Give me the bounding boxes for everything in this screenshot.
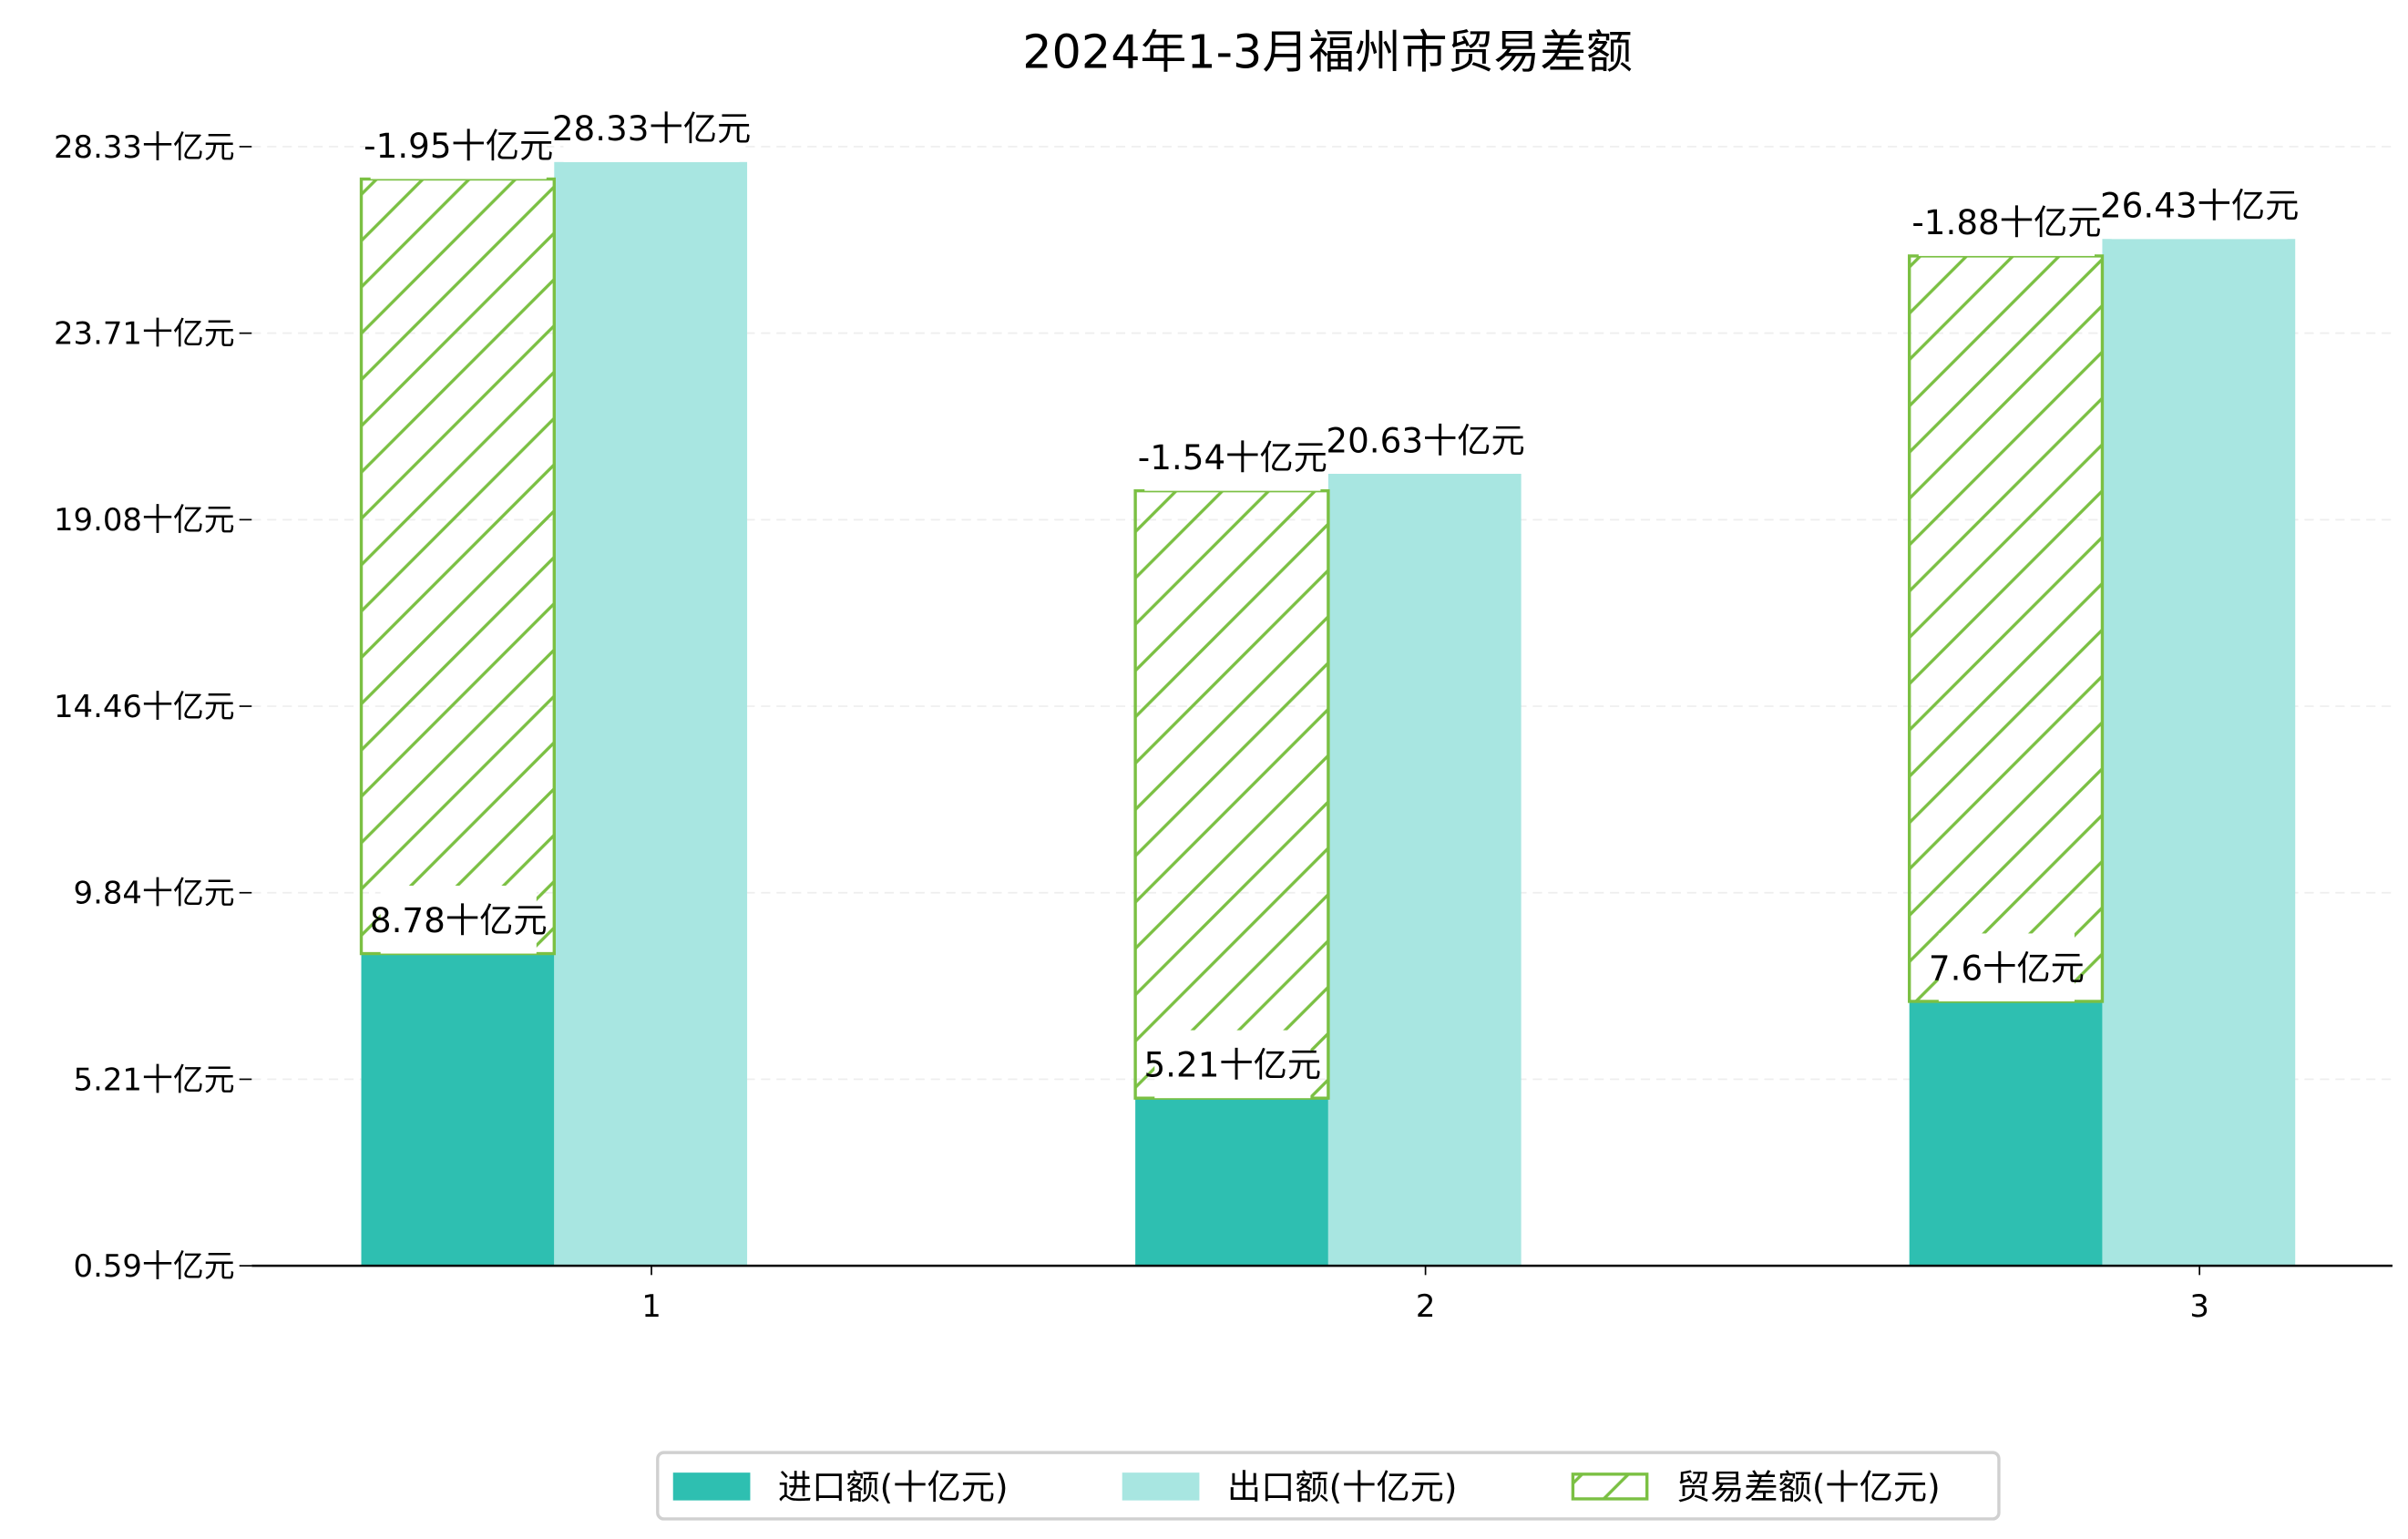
balance-data-label: -1.54十亿元 — [1138, 423, 1327, 491]
export-data-label: 28.33十亿元 — [552, 94, 751, 162]
legend-item: 贸易差额(十亿元) — [1571, 1467, 1941, 1507]
trade-balance-bar — [1908, 254, 2105, 1003]
legend-label: 进口额(十亿元) — [778, 1467, 1009, 1507]
trade-balance-bar — [359, 177, 556, 956]
svg-text:7.6十亿元: 7.6十亿元 — [1929, 948, 2085, 988]
legend-swatch — [1571, 1472, 1649, 1501]
import-data-label: 7.6十亿元 — [1929, 933, 2085, 1001]
import-data-label: 8.78十亿元 — [370, 886, 548, 954]
legend-label: 贸易差额(十亿元) — [1676, 1467, 1941, 1507]
legend: 进口额(十亿元) 出口额(十亿元) 贸易差额(十亿元) — [656, 1451, 2001, 1521]
import-data-label: 5.21十亿元 — [1143, 1030, 1321, 1099]
legend-item: 出口额(十亿元) — [1122, 1467, 1458, 1507]
legend-item: 进口额(十亿元) — [672, 1467, 1009, 1507]
y-tick-label: 28.33十亿元 — [54, 129, 235, 165]
y-tick-label: 5.21十亿元 — [74, 1062, 235, 1097]
svg-text:8.78十亿元: 8.78十亿元 — [370, 900, 548, 940]
y-tick-label: 0.59十亿元 — [74, 1248, 235, 1284]
x-tick-label: 2 — [1416, 1288, 1436, 1324]
import-bar — [1135, 1098, 1328, 1267]
export-bar — [554, 161, 748, 1267]
legend-swatch — [672, 1472, 751, 1501]
svg-text:-1.95十亿元: -1.95十亿元 — [364, 126, 553, 166]
import-bar — [1909, 1000, 2103, 1267]
svg-text:26.43十亿元: 26.43十亿元 — [2100, 186, 2299, 226]
y-tick-label: 19.08十亿元 — [54, 502, 235, 538]
y-tick-label: 23.71十亿元 — [54, 315, 235, 351]
svg-text:-1.54十亿元: -1.54十亿元 — [1138, 437, 1327, 477]
svg-text:5.21十亿元: 5.21十亿元 — [1143, 1044, 1321, 1084]
x-tick-label: 3 — [2189, 1288, 2209, 1324]
svg-text:28.33十亿元: 28.33十亿元 — [552, 108, 751, 149]
y-tick-label: 9.84十亿元 — [74, 876, 235, 911]
export-data-label: 26.43十亿元 — [2100, 170, 2299, 240]
export-bar — [2102, 239, 2296, 1267]
chart-title: 2024年1-3月福州市贸易差额 — [1022, 26, 1633, 79]
trade-balance-bar — [1133, 488, 1330, 1100]
balance-data-label: -1.95十亿元 — [364, 110, 553, 180]
export-bar — [1327, 473, 1522, 1267]
legend-label: 出口额(十亿元) — [1227, 1467, 1458, 1507]
y-tick-label: 14.46十亿元 — [54, 689, 235, 724]
balance-data-label: -1.88十亿元 — [1911, 188, 2101, 256]
export-data-label: 20.63十亿元 — [1326, 405, 1525, 474]
svg-text:-1.88十亿元: -1.88十亿元 — [1911, 202, 2101, 242]
x-tick-label: 1 — [641, 1288, 661, 1324]
legend-swatch — [1122, 1472, 1200, 1501]
svg-text:20.63十亿元: 20.63十亿元 — [1326, 420, 1524, 460]
import-bar — [361, 953, 555, 1267]
